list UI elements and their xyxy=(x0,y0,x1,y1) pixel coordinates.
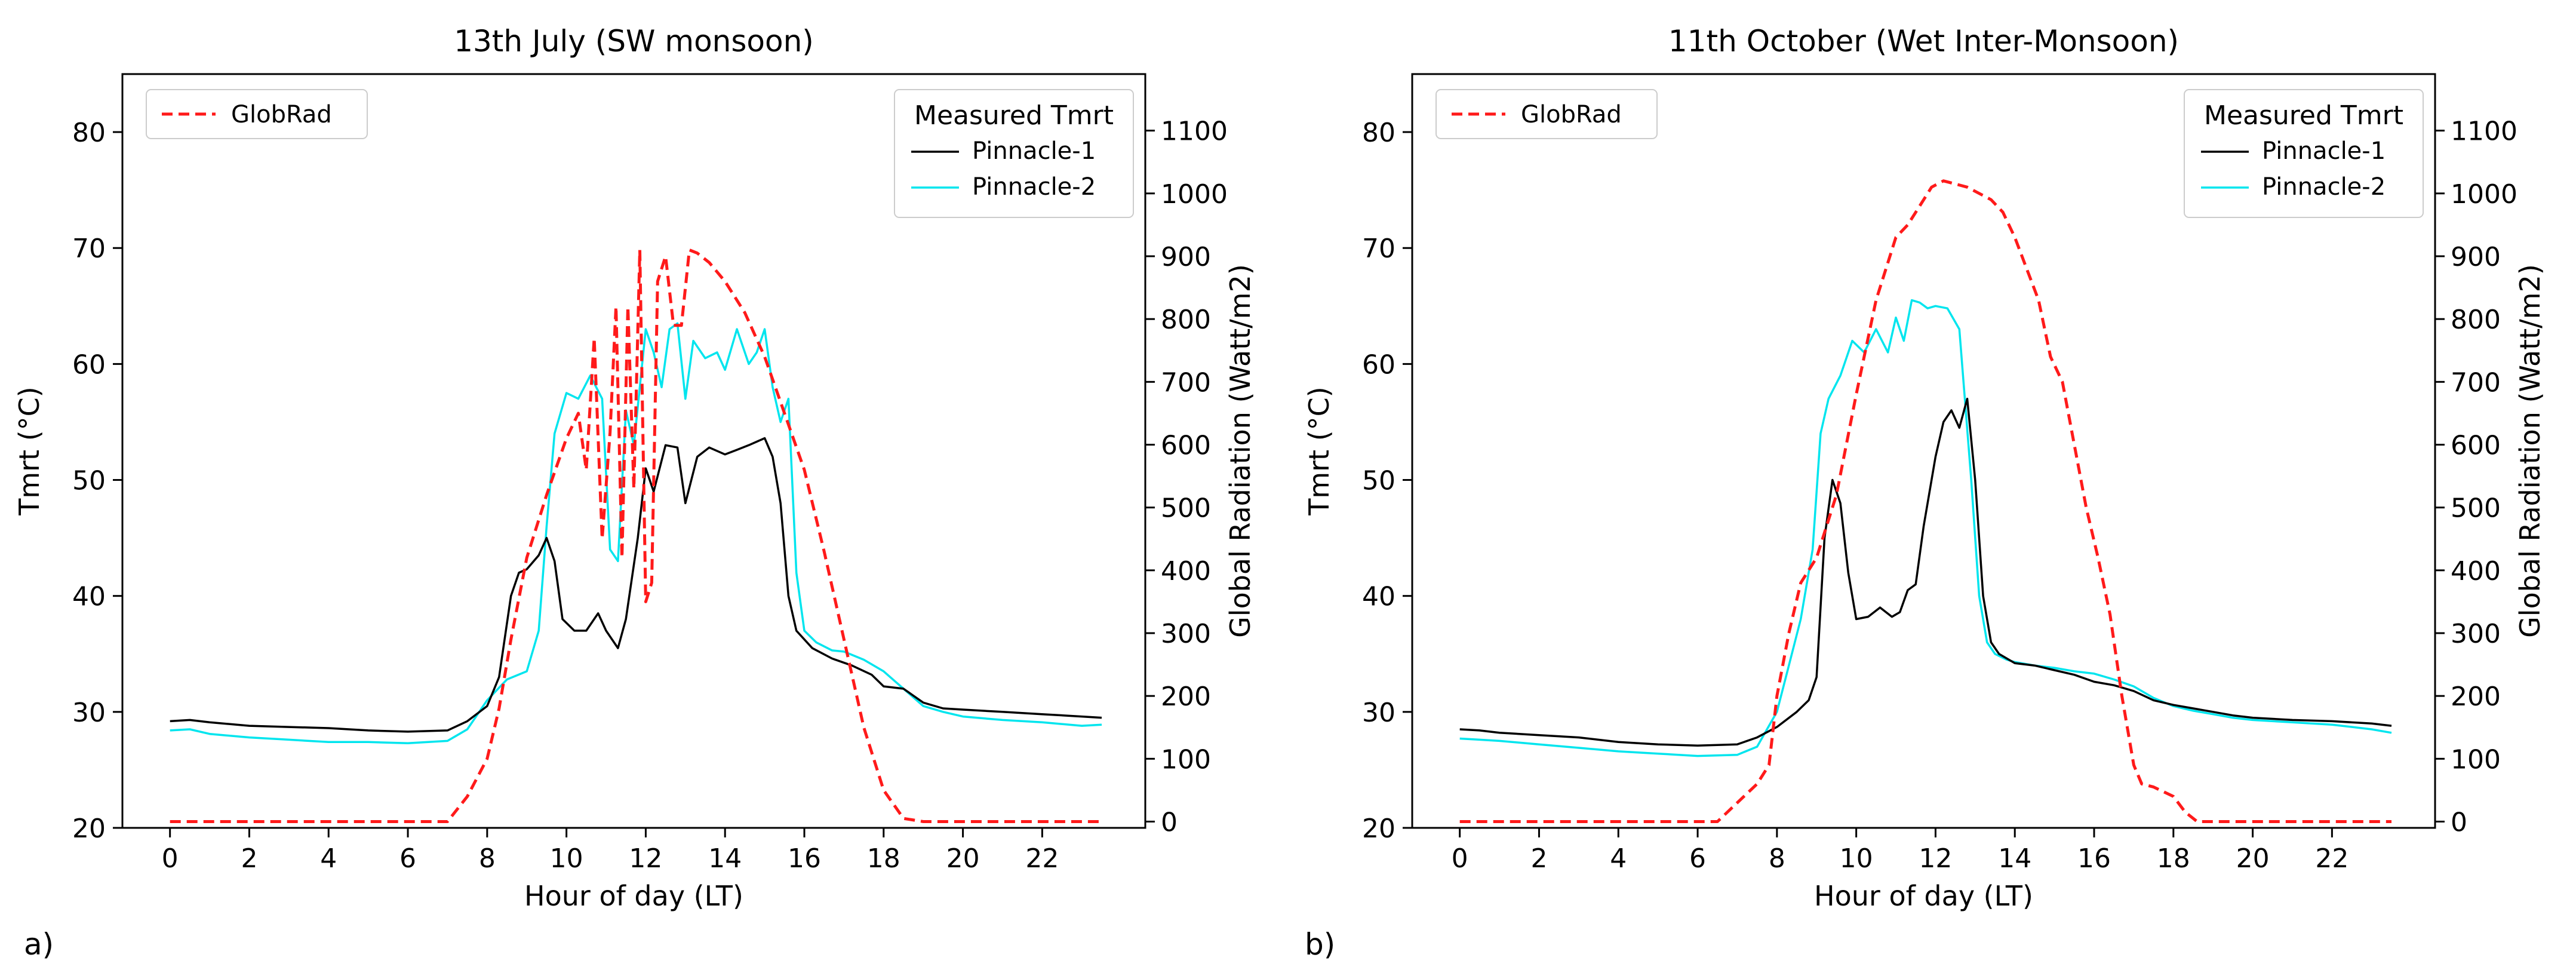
legend-tmrt: Measured Tmrt Pinnacle-1 Pinnacle-2 xyxy=(2184,89,2424,218)
legend-label-globrad: GlobRad xyxy=(231,101,332,128)
y2-tick-label: 200 xyxy=(2451,682,2501,712)
x-tick-label: 4 xyxy=(1610,843,1627,874)
x-tick-label: 10 xyxy=(550,843,583,874)
y2-tick-label: 500 xyxy=(2451,493,2501,524)
legend-globrad: GlobRad xyxy=(1435,89,1658,139)
x-axis-label: Hour of day (LT) xyxy=(1814,880,2033,912)
legend-label-pinnacle-2: Pinnacle-2 xyxy=(972,173,1096,201)
y2-axis-label: Global Radiation (Watt/m2) xyxy=(1224,264,1256,638)
legend-label-pinnacle-2: Pinnacle-2 xyxy=(2262,173,2386,201)
legend-tmrt: Measured Tmrt Pinnacle-1 Pinnacle-2 xyxy=(894,89,1134,218)
x-tick-label: 12 xyxy=(1919,843,1952,874)
series-line-globrad xyxy=(170,248,1102,823)
x-tick-label: 16 xyxy=(2077,843,2111,874)
x-tick-label: 20 xyxy=(2236,843,2270,874)
y2-tick-label: 400 xyxy=(1161,556,1211,587)
y2-tick-label: 600 xyxy=(1161,430,1211,461)
y-tick-label: 30 xyxy=(1362,698,1395,728)
panel-a: 13th July (SW monsoon) 0 2 4 6 8 10 12 14 16 18 20 2… xyxy=(13,24,1256,962)
y2-tick-label: 700 xyxy=(1161,367,1211,398)
y2-tick-label: 1000 xyxy=(1161,179,1228,210)
legend-label-pinnacle-1: Pinnacle-1 xyxy=(972,137,1096,165)
y2-tick-label: 400 xyxy=(2451,556,2501,587)
y2-tick-label: 900 xyxy=(1161,242,1211,272)
legend-title: Measured Tmrt xyxy=(914,100,1114,131)
legend-globrad: GlobRad xyxy=(146,89,368,139)
y2-tick-label: 800 xyxy=(2451,305,2501,335)
series-line-globrad xyxy=(1459,179,2391,823)
series-line-pinnacle-1 xyxy=(170,437,1102,733)
x-tick-label: 0 xyxy=(162,843,179,874)
panel-b: 11th October (Wet Inter-Monsoon) 0 2 4 6 8 10 1… xyxy=(1303,24,2546,962)
chart-title: 13th July (SW monsoon) xyxy=(454,24,814,59)
y-axis-label: Tmrt (°C) xyxy=(13,386,45,516)
y2-tick-label: 800 xyxy=(1161,305,1211,335)
y-tick-label: 60 xyxy=(1362,349,1395,380)
y-tick-label: 60 xyxy=(72,349,106,380)
x-tick-label: 14 xyxy=(708,843,742,874)
x-tick-label: 8 xyxy=(1769,843,1785,874)
x-tick-label: 12 xyxy=(629,843,662,874)
x-tick-label: 10 xyxy=(1840,843,1873,874)
x-tick-label: 14 xyxy=(1998,843,2031,874)
y-tick-label: 70 xyxy=(72,234,106,264)
y2-tick-label: 500 xyxy=(1161,493,1211,524)
y-tick-label: 70 xyxy=(1362,234,1395,264)
x-tick-label: 6 xyxy=(399,843,416,874)
x-tick-label: 22 xyxy=(2315,843,2348,874)
x-tick-label: 20 xyxy=(946,843,980,874)
y2-tick-label: 0 xyxy=(1161,807,1178,837)
y-tick-label: 20 xyxy=(72,814,106,844)
legend-box xyxy=(1435,89,1658,139)
legend-label-globrad: GlobRad xyxy=(1521,101,1622,128)
y-tick-label: 40 xyxy=(72,582,106,612)
y-tick-label: 20 xyxy=(1362,814,1395,844)
legend-label-pinnacle-1: Pinnacle-1 xyxy=(2262,137,2386,165)
plot-frame xyxy=(121,73,1146,829)
y2-tick-label: 200 xyxy=(1161,682,1211,712)
y2-tick-label: 100 xyxy=(1161,744,1211,775)
x-tick-label: 18 xyxy=(867,843,900,874)
x-tick-label: 6 xyxy=(1689,843,1706,874)
x-tick-label: 16 xyxy=(788,843,821,874)
x-axis-label: Hour of day (LT) xyxy=(524,880,743,912)
x-tick-label: 18 xyxy=(2157,843,2190,874)
y2-axis-label: Global Radiation (Watt/m2) xyxy=(2514,264,2546,638)
x-tick-label: 2 xyxy=(1530,843,1547,874)
y-tick-label: 80 xyxy=(1362,118,1395,148)
panel-letter: b) xyxy=(1305,927,1335,962)
y2-tick-label: 700 xyxy=(2451,367,2501,398)
x-tick-label: 2 xyxy=(241,843,257,874)
x-tick-label: 22 xyxy=(1025,843,1059,874)
y2-tick-label: 0 xyxy=(2451,807,2467,837)
y2-tick-label: 300 xyxy=(1161,619,1211,649)
series-line-pinnacle-2 xyxy=(1459,299,2392,757)
y2-tick-label: 300 xyxy=(2451,619,2501,649)
chart-title: 11th October (Wet Inter-Monsoon) xyxy=(1668,24,2179,59)
series-line-pinnacle-1 xyxy=(1459,397,2392,747)
y-axis-label: Tmrt (°C) xyxy=(1303,386,1335,516)
series-line-pinnacle-2 xyxy=(170,322,1102,745)
y-tick-label: 50 xyxy=(1362,466,1395,496)
panel-letter: a) xyxy=(24,927,54,962)
x-tick-label: 8 xyxy=(479,843,496,874)
y2-tick-label: 1100 xyxy=(2451,116,2517,147)
legend-title: Measured Tmrt xyxy=(2204,100,2403,131)
y2-tick-label: 100 xyxy=(2451,744,2501,775)
y-tick-label: 80 xyxy=(72,118,106,148)
y-tick-label: 40 xyxy=(1362,582,1395,612)
plot-frame xyxy=(1411,73,2436,829)
y-tick-label: 50 xyxy=(72,466,106,496)
y2-tick-label: 600 xyxy=(2451,430,2501,461)
y2-tick-label: 1000 xyxy=(2451,179,2517,210)
legend-box xyxy=(894,89,1134,218)
x-tick-label: 4 xyxy=(320,843,337,874)
legend-box xyxy=(2184,89,2424,218)
x-tick-label: 0 xyxy=(1452,843,1468,874)
legend-box xyxy=(146,89,368,139)
y2-tick-label: 900 xyxy=(2451,242,2501,272)
y-tick-label: 30 xyxy=(72,698,106,728)
y2-tick-label: 1100 xyxy=(1161,116,1228,147)
